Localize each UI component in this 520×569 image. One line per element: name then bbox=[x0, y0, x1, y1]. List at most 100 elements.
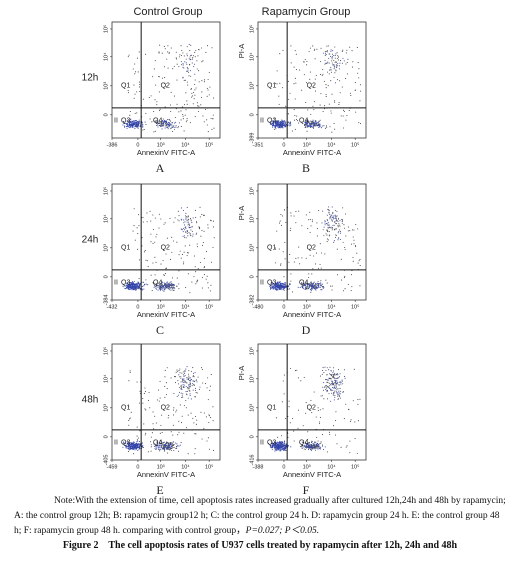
event-dot bbox=[331, 220, 333, 222]
event-dot bbox=[182, 115, 184, 117]
event-dot bbox=[315, 121, 317, 123]
event-dot bbox=[304, 124, 306, 127]
event-dot bbox=[350, 289, 352, 292]
event-dot bbox=[355, 111, 357, 113]
event-dot bbox=[346, 61, 348, 64]
event-dot bbox=[149, 118, 151, 120]
event-dot bbox=[203, 428, 205, 430]
x-tick-label: 0 bbox=[282, 304, 285, 310]
event-dot bbox=[326, 229, 329, 231]
event-dot bbox=[343, 290, 345, 292]
event-dot bbox=[289, 367, 292, 369]
event-dot bbox=[306, 124, 308, 126]
event-dot bbox=[274, 284, 276, 286]
quadrant-label: Q3 bbox=[121, 439, 130, 446]
event-dot bbox=[359, 90, 362, 92]
event-dot bbox=[337, 392, 339, 394]
event-dot bbox=[134, 239, 136, 241]
event-dot bbox=[282, 449, 284, 451]
event-dot bbox=[334, 394, 336, 396]
event-dot bbox=[210, 220, 212, 222]
event-dot bbox=[124, 288, 127, 290]
event-dot bbox=[336, 211, 338, 213]
event-dot bbox=[278, 288, 280, 290]
event-dot bbox=[180, 228, 182, 230]
event-dot bbox=[157, 444, 159, 446]
x-tick-label: 10⁴ bbox=[181, 141, 190, 148]
event-dot bbox=[304, 58, 306, 61]
event-dot bbox=[345, 235, 347, 237]
event-dot bbox=[175, 447, 177, 450]
event-dot bbox=[322, 389, 325, 391]
event-dot bbox=[331, 285, 333, 287]
event-dot bbox=[185, 226, 187, 228]
event-dot bbox=[173, 443, 175, 446]
event-dot bbox=[338, 102, 340, 104]
event-dot bbox=[305, 444, 308, 446]
event-dot bbox=[358, 77, 360, 79]
event-dot bbox=[285, 221, 287, 223]
event-dot bbox=[324, 54, 326, 56]
event-dot bbox=[200, 411, 202, 413]
event-dot bbox=[284, 122, 286, 125]
event-dot bbox=[183, 235, 185, 237]
event-dot bbox=[135, 448, 138, 450]
event-dot bbox=[192, 380, 194, 382]
event-dot bbox=[280, 127, 282, 129]
event-dot bbox=[128, 380, 130, 382]
event-dot bbox=[171, 251, 173, 253]
event-dot bbox=[164, 222, 166, 224]
event-dot bbox=[186, 55, 188, 57]
event-dot bbox=[307, 285, 309, 287]
event-dot bbox=[334, 46, 336, 48]
event-dot bbox=[341, 219, 343, 221]
event-dot bbox=[210, 117, 212, 119]
event-dot bbox=[175, 57, 177, 59]
event-dot bbox=[273, 286, 275, 288]
event-dot bbox=[138, 51, 140, 53]
event-dot bbox=[172, 414, 175, 416]
event-dot bbox=[325, 220, 327, 222]
event-dot bbox=[168, 285, 170, 287]
event-dot bbox=[188, 232, 190, 234]
event-dot bbox=[167, 441, 169, 443]
event-dot bbox=[142, 129, 144, 131]
event-dot bbox=[186, 230, 189, 233]
event-dot bbox=[291, 130, 293, 132]
event-dot bbox=[180, 55, 182, 57]
event-dot bbox=[339, 62, 341, 64]
event-dot bbox=[168, 414, 170, 417]
event-dot bbox=[130, 125, 132, 127]
event-dot bbox=[177, 380, 179, 382]
event-dot bbox=[345, 119, 347, 121]
event-dot bbox=[174, 376, 177, 378]
event-dot bbox=[327, 208, 329, 210]
event-dot bbox=[166, 388, 168, 390]
event-dot bbox=[332, 375, 334, 377]
event-dot bbox=[156, 286, 158, 288]
x-tick-label: 10⁴ bbox=[327, 303, 336, 310]
event-dot bbox=[212, 246, 214, 249]
event-dot bbox=[189, 393, 191, 395]
event-dot bbox=[335, 387, 337, 390]
event-dot bbox=[207, 227, 209, 229]
event-dot bbox=[176, 285, 178, 287]
event-dot bbox=[162, 249, 165, 251]
event-dot bbox=[314, 284, 316, 286]
event-dot bbox=[341, 50, 343, 53]
event-dot bbox=[356, 46, 358, 48]
event-dot bbox=[153, 286, 155, 288]
event-dot bbox=[144, 249, 146, 252]
event-dot bbox=[294, 98, 296, 100]
event-dot bbox=[274, 124, 277, 126]
event-dot bbox=[128, 289, 130, 291]
event-dot bbox=[315, 74, 317, 77]
event-dot bbox=[337, 225, 339, 227]
column-header: Rapamycin Group bbox=[262, 6, 351, 18]
event-dot bbox=[142, 397, 144, 400]
event-dot bbox=[333, 375, 335, 377]
event-dot bbox=[306, 122, 308, 124]
event-dot bbox=[162, 124, 164, 126]
event-dot bbox=[183, 67, 185, 69]
event-dot bbox=[173, 393, 175, 395]
